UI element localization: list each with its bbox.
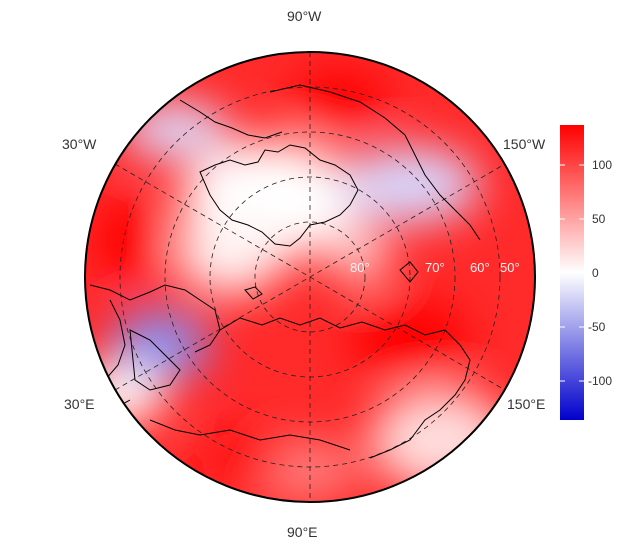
- colorbar-label-0: 0: [592, 266, 599, 280]
- lat-circle-80: [254, 221, 366, 333]
- svalbard: [244, 286, 263, 300]
- baltic-region: [129, 329, 181, 391]
- lon-label-90w: 90°W: [287, 8, 322, 24]
- colorbar-ticks: [560, 164, 584, 382]
- lon-label-150e: 150°E: [507, 396, 546, 412]
- greenland-coast: [199, 144, 359, 247]
- canada-islands: [179, 99, 283, 139]
- lon-label-150w: 150°W: [503, 136, 546, 152]
- lat-label-80: 80°: [350, 260, 370, 275]
- coastlines: [89, 84, 481, 459]
- colorbar-label-100: 100: [592, 158, 612, 172]
- far-east-coast: [369, 329, 471, 459]
- scandinavia-coast: [89, 284, 221, 353]
- lat-label-60: 60°: [470, 260, 490, 275]
- meridian-30e-150w: [114, 163, 506, 391]
- islands-east: [399, 261, 419, 283]
- colorbar-label-neg50: -50: [588, 320, 606, 334]
- colorbar-label-50: 50: [592, 212, 606, 226]
- lat-label-50: 50°: [500, 260, 520, 275]
- graticule: [114, 52, 506, 502]
- north-america-coast: [269, 84, 481, 241]
- asia-inland-border: [149, 419, 351, 451]
- colorbar: 100 50 0 -50 -100: [560, 125, 612, 420]
- siberia-coast: [219, 317, 446, 336]
- map-boundary: [84, 51, 536, 503]
- colorbar-label-neg100: -100: [588, 374, 612, 388]
- lat-label-70: 70°: [425, 260, 445, 275]
- lon-label-30w: 30°W: [62, 136, 97, 152]
- lon-label-90e: 90°E: [287, 524, 318, 540]
- lon-label-30e: 30°E: [64, 396, 95, 412]
